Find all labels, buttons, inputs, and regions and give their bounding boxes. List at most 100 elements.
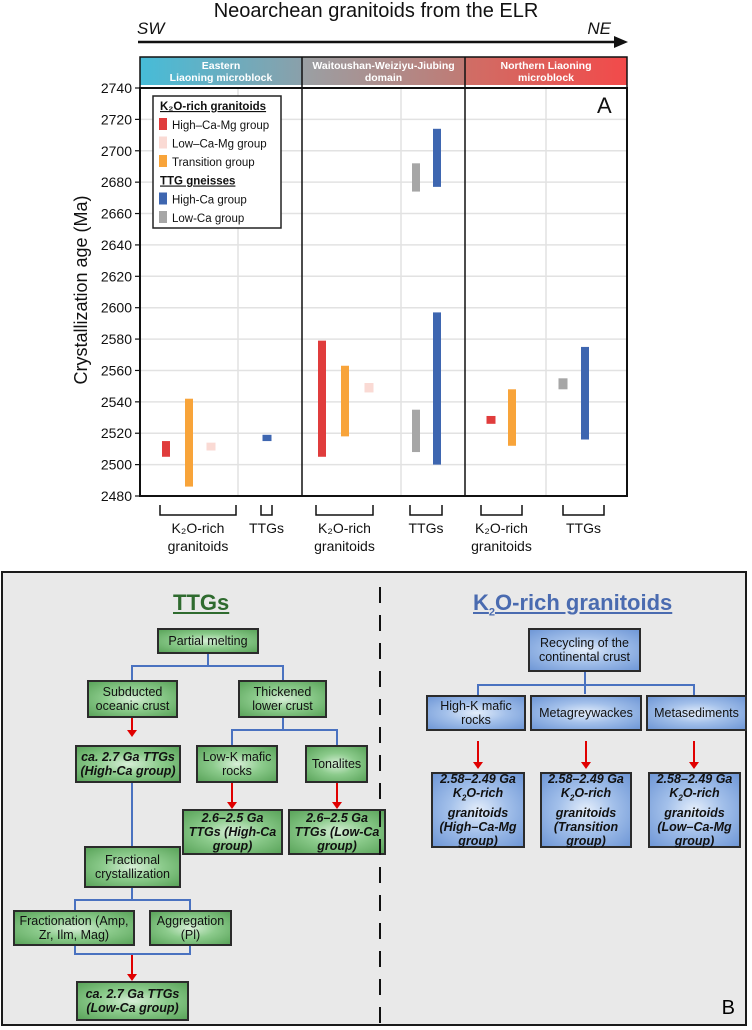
direction-sw: SW — [137, 19, 166, 38]
divider-dash — [379, 979, 381, 995]
bar-high-ca-group — [433, 128, 441, 187]
divider-dash — [379, 811, 381, 827]
legend-item-label: High–Ca-Mg group — [172, 120, 269, 132]
node-fractional-crystallization: Fractional crystallization — [84, 846, 181, 888]
y-tick-label: 2680 — [101, 174, 132, 190]
legend-item-label: Transition group — [172, 157, 255, 169]
arrow-down — [473, 741, 483, 769]
divider-dash — [379, 615, 381, 631]
legend-item-label: Low–Ca-Mg group — [172, 139, 267, 151]
connector — [131, 665, 133, 681]
legend-swatch — [159, 118, 167, 130]
node-partial-melting: Partial melting — [157, 628, 259, 654]
bar-high-ca-group — [433, 312, 441, 465]
y-tick-label: 2540 — [101, 394, 132, 410]
legend-swatch — [159, 155, 167, 167]
connector — [74, 899, 191, 901]
arrow-down — [581, 741, 591, 769]
connector — [693, 684, 695, 696]
x-group-bracket — [159, 505, 237, 516]
node-high-k-mafic: High-K mafic rocks — [426, 695, 526, 731]
connector — [131, 888, 133, 900]
bar-low-ca-group — [558, 378, 568, 390]
divider-dash — [379, 783, 381, 799]
y-tick-label: 2720 — [101, 111, 132, 127]
connector — [231, 729, 337, 731]
y-tick-label: 2740 — [101, 80, 132, 96]
divider-dash — [379, 923, 381, 939]
legend-swatch — [159, 192, 167, 205]
connector — [131, 665, 284, 667]
x-group-label: K₂O-rich — [475, 520, 528, 536]
direction-ne: NE — [587, 19, 611, 38]
connector — [231, 729, 233, 747]
domain-header-label: Waitoushan-Weiziyu-Jiubing — [312, 60, 454, 72]
divider-dash — [379, 643, 381, 659]
connector — [477, 684, 479, 696]
x-group-label: TTGs — [566, 520, 601, 536]
connector — [74, 946, 76, 954]
domain-header-label: Liaoning microblock — [170, 72, 273, 84]
panel-label-b: B — [721, 997, 735, 1019]
domain-header-frame — [139, 56, 628, 89]
bar-high-ca-group — [581, 346, 589, 440]
y-tick-label: 2640 — [101, 237, 132, 253]
node-metagreywackes: Metagreywackes — [530, 695, 642, 731]
bar-transition-group — [341, 365, 349, 437]
x-group-label: granitoids — [314, 538, 375, 554]
bar-transition-group — [508, 389, 516, 446]
x-group-bracket — [315, 505, 374, 516]
node-ttg-low-ca: 2.6–2.5 Ga TTGs (Low-Ca group) — [288, 809, 386, 855]
bar-low-ca-group — [412, 163, 420, 192]
legend-section-title: K₂O-rich granitoids — [160, 101, 266, 113]
y-tick-label: 2500 — [101, 457, 132, 473]
node-tonalites: Tonalites — [305, 745, 368, 783]
node-output-transition: 2.58–2.49 Ga K2O-rich granitoids (Transi… — [540, 772, 632, 848]
node-thickened-crust: Thickened lower crust — [238, 680, 327, 718]
node-metasediments: Metasediments — [646, 695, 747, 731]
y-tick-label: 2660 — [101, 206, 132, 222]
divider-dash — [379, 895, 381, 911]
x-group-label: granitoids — [471, 538, 532, 554]
connector — [282, 665, 284, 681]
x-group-bracket — [260, 505, 273, 516]
node-recycling: Recycling of the continental crust — [528, 628, 641, 672]
node-ca27-low-ca: ca. 2.7 Ga TTGs (Low-Ca group) — [76, 981, 189, 1021]
legend-swatch — [159, 211, 167, 223]
legend-item-label: High-Ca group — [172, 195, 247, 207]
ttg-title: TTGs — [173, 590, 230, 615]
divider-dash — [379, 1007, 381, 1023]
connector — [282, 718, 284, 730]
connector — [189, 899, 191, 911]
node-lowk-mafic: Low-K mafic rocks — [196, 745, 278, 783]
arrow-down — [689, 741, 699, 769]
connector — [189, 946, 191, 954]
bar-low-ca-mg-group — [206, 442, 216, 451]
domain-header-label: Northern Liaoning — [501, 60, 592, 72]
bar-low-ca-mg-group — [364, 383, 374, 393]
panel-label-a: A — [597, 93, 612, 118]
domain-header — [302, 57, 465, 85]
bar-high-ca-mg-group — [318, 340, 326, 457]
panel-b: TTGs K2O-rich granitoids Partial melting… — [1, 571, 747, 1026]
domain-header — [465, 57, 627, 85]
k2o-text: K2O-rich granitoids — [555, 786, 617, 820]
bar-high-ca-mg-group — [486, 415, 496, 424]
domain-header-label: Eastern — [202, 60, 241, 72]
divider-dash — [379, 587, 381, 603]
k2o-text: K2O-rich granitoids — [447, 786, 509, 820]
bar-low-ca-group — [412, 409, 420, 453]
k2o-title: K2O-rich granitoids — [473, 590, 673, 619]
x-group-bracket — [480, 505, 523, 516]
chart-panel-a: Neoarchean granitoids from the ELR SW NE… — [71, 0, 628, 554]
direction-arrow-head — [614, 36, 628, 48]
connector — [477, 684, 695, 686]
legend-box — [152, 95, 282, 229]
chart-title: Neoarchean granitoids from the ELR — [214, 0, 539, 22]
domain-header — [140, 57, 302, 85]
x-group-label: K₂O-rich — [172, 520, 225, 536]
node-fractionation: Fractionation (Amp, Zr, Ilm, Mag) — [13, 910, 135, 946]
arrow-down — [332, 783, 342, 809]
node-subducted-crust: Subducted oceanic crust — [87, 680, 178, 718]
bar-high-ca-mg-group — [162, 441, 170, 457]
